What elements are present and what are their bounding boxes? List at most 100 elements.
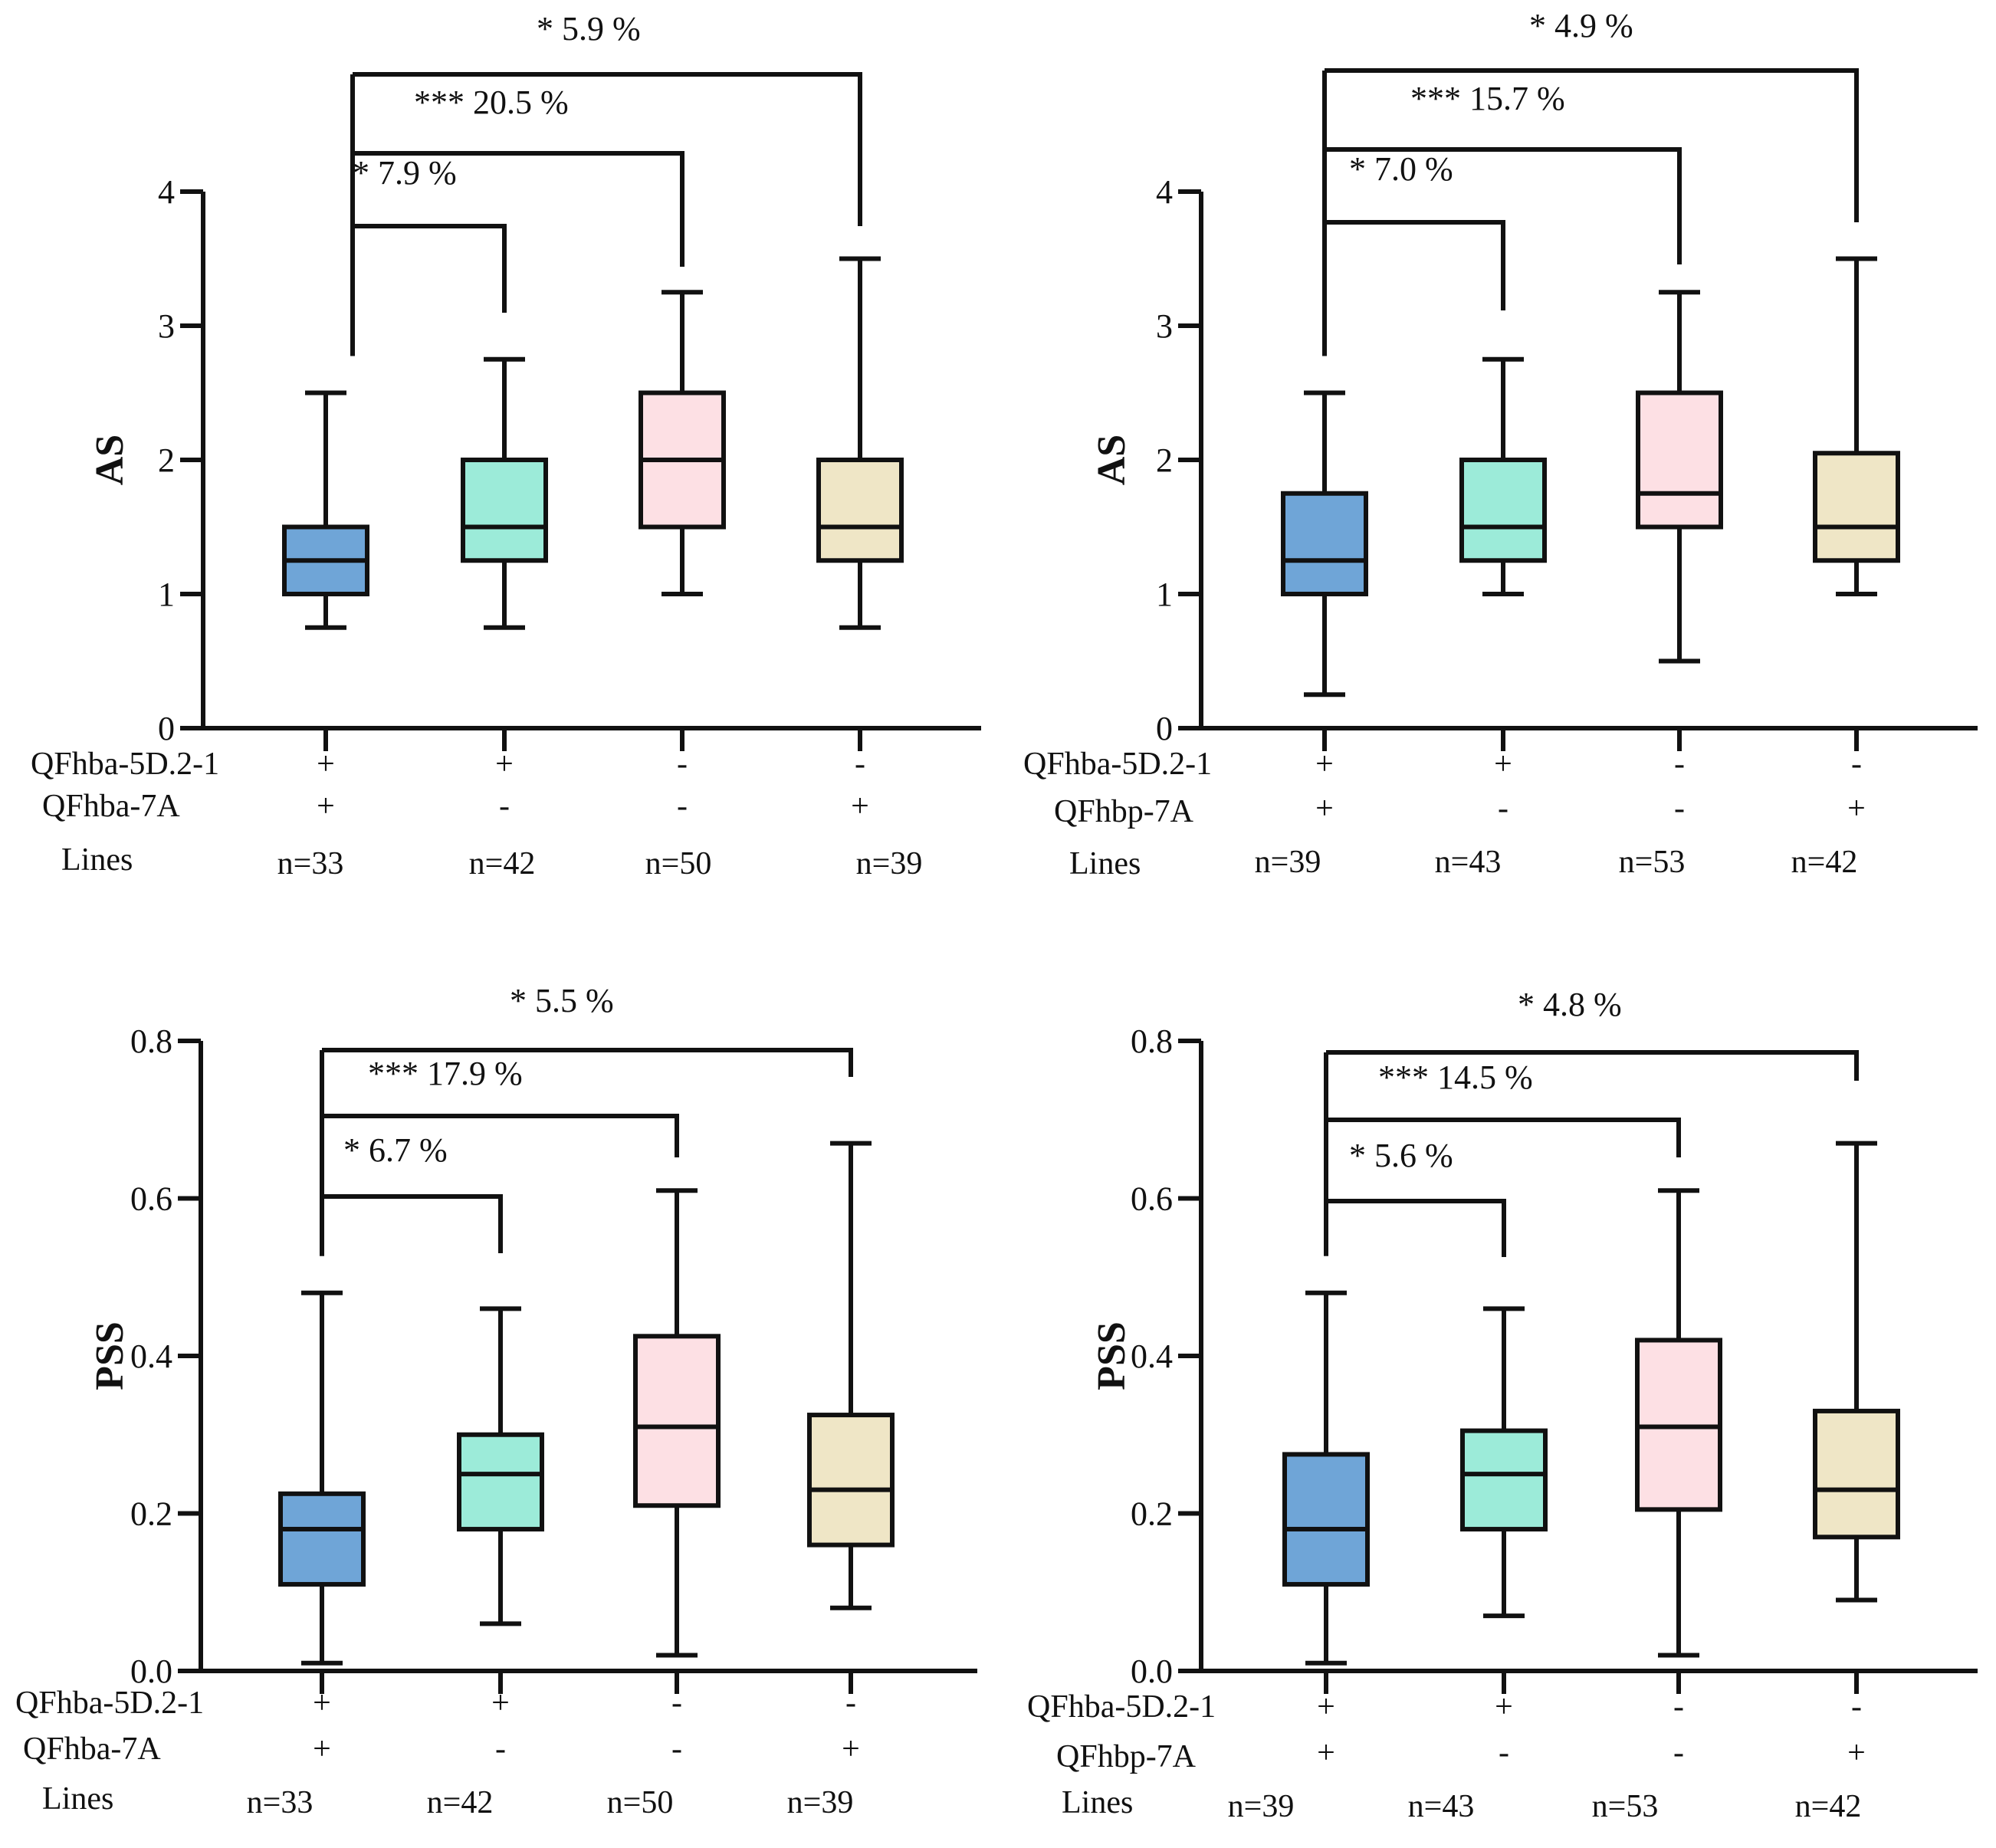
iqr-box bbox=[1460, 1428, 1548, 1532]
y-tick-label: 0.4 bbox=[1131, 1338, 1173, 1375]
chart-panel-bl: 0.0 0.2 0.4 0.6 0.8 PSS * 6.7 % *** 17.9 % * 5.5… bbox=[15, 982, 977, 1820]
row-label: Lines bbox=[1062, 1785, 1133, 1820]
significance-label: * 5.5 % bbox=[510, 982, 614, 1019]
genotype-marker: + bbox=[1317, 1735, 1335, 1771]
row-label: QFhba-5D.2-1 bbox=[31, 747, 219, 782]
iqr-box bbox=[633, 1334, 721, 1508]
y-tick-label: 2 bbox=[1156, 441, 1173, 479]
y-tick-label: 1 bbox=[158, 576, 175, 613]
iqr-box bbox=[461, 458, 548, 563]
y-tick-label: 3 bbox=[158, 307, 175, 345]
row-label: Lines bbox=[61, 842, 133, 878]
sample-count: n=53 bbox=[1619, 845, 1686, 880]
genotype-marker: + bbox=[1315, 791, 1334, 826]
row-label: QFhbp-7A bbox=[1056, 1739, 1197, 1774]
iqr-box bbox=[1282, 1452, 1370, 1587]
genotype-marker: - bbox=[1851, 1689, 1862, 1725]
sample-count: n=33 bbox=[277, 846, 344, 881]
y-axis-label: PSS bbox=[88, 1321, 132, 1390]
row-label: QFhba-5D.2-1 bbox=[1027, 1689, 1216, 1725]
box-group-3 bbox=[1636, 290, 1723, 664]
box-group-2 bbox=[461, 356, 548, 630]
genotype-marker: - bbox=[845, 1686, 856, 1721]
box-group-2 bbox=[1459, 356, 1547, 596]
sample-count: n=42 bbox=[469, 846, 536, 881]
genotype-marker: - bbox=[1673, 1689, 1684, 1725]
y-tick-label: 0.0 bbox=[1131, 1653, 1173, 1690]
box-group-1 bbox=[278, 1290, 366, 1666]
genotype-marker: - bbox=[677, 747, 688, 782]
sample-count: n=39 bbox=[787, 1785, 854, 1820]
genotype-marker: + bbox=[842, 1731, 860, 1767]
significance-bracket bbox=[1325, 68, 1859, 222]
sample-count: n=42 bbox=[427, 1785, 494, 1820]
genotype-marker: - bbox=[495, 1731, 506, 1767]
sample-count: n=50 bbox=[607, 1785, 674, 1820]
genotype-marker: + bbox=[313, 1731, 331, 1767]
box-group-3 bbox=[639, 290, 726, 596]
row-label: Lines bbox=[1069, 846, 1141, 881]
box-group-2 bbox=[457, 1306, 544, 1626]
box-group-1 bbox=[282, 390, 369, 630]
genotype-marker: - bbox=[1674, 747, 1685, 782]
significance-label: * 5.6 % bbox=[1349, 1137, 1453, 1174]
chart-panel-tr: 0 1 2 3 4 AS * 7.0 % *** 15.7 % * 4.9 % QFhba-5D.… bbox=[1023, 7, 1978, 881]
y-tick-label: 0.4 bbox=[130, 1338, 172, 1375]
y-tick-label: 0.0 bbox=[130, 1653, 172, 1690]
box-group-1 bbox=[1282, 1290, 1370, 1666]
significance-label: *** 17.9 % bbox=[368, 1055, 523, 1092]
row-label: QFhbp-7A bbox=[1054, 794, 1194, 829]
genotype-marker: - bbox=[1674, 791, 1685, 826]
box-group-4 bbox=[1813, 1141, 1900, 1603]
box-group-1 bbox=[1281, 390, 1368, 698]
sample-count: n=39 bbox=[1255, 845, 1321, 880]
genotype-marker: + bbox=[317, 789, 335, 824]
y-tick-label: 0 bbox=[1156, 710, 1173, 747]
box-group-4 bbox=[816, 256, 904, 630]
genotype-marker: - bbox=[671, 1731, 682, 1767]
sample-count: n=50 bbox=[645, 846, 712, 881]
box-group-2 bbox=[1460, 1306, 1548, 1619]
y-tick-label: 0.6 bbox=[130, 1180, 172, 1218]
genotype-marker: - bbox=[855, 747, 865, 782]
sample-count: n=53 bbox=[1592, 1789, 1659, 1824]
y-tick-label: 0 bbox=[158, 710, 175, 747]
sample-count: n=33 bbox=[247, 1785, 314, 1820]
significance-bracket bbox=[353, 224, 507, 313]
y-tick-label: 2 bbox=[158, 441, 175, 479]
significance-bracket bbox=[1326, 1118, 1681, 1157]
iqr-box bbox=[278, 1491, 366, 1587]
box-group-4 bbox=[1813, 256, 1900, 596]
y-tick-label: 4 bbox=[1156, 173, 1173, 211]
significance-bracket bbox=[322, 1194, 503, 1253]
significance-bracket bbox=[1326, 1050, 1859, 1081]
significance-label: *** 15.7 % bbox=[1410, 80, 1565, 117]
significance-label: * 6.7 % bbox=[343, 1131, 448, 1169]
row-label: QFhba-7A bbox=[23, 1731, 161, 1767]
genotype-marker: + bbox=[317, 747, 335, 782]
y-tick-label: 4 bbox=[158, 173, 175, 211]
iqr-box bbox=[1459, 458, 1547, 563]
significance-label: *** 14.5 % bbox=[1378, 1059, 1533, 1096]
box-group-3 bbox=[1635, 1188, 1722, 1658]
genotype-marker: - bbox=[677, 789, 688, 824]
significance-label: * 4.8 % bbox=[1518, 986, 1622, 1023]
genotype-marker: + bbox=[1494, 747, 1512, 782]
sample-count: n=42 bbox=[1791, 845, 1858, 880]
genotype-marker: - bbox=[1499, 1735, 1509, 1771]
row-label: Lines bbox=[42, 1781, 113, 1817]
significance-bracket bbox=[1325, 147, 1682, 264]
y-tick-label: 0.2 bbox=[1131, 1495, 1173, 1533]
iqr-box bbox=[1813, 451, 1900, 563]
iqr-box bbox=[457, 1432, 544, 1532]
genotype-marker: - bbox=[1498, 791, 1508, 826]
y-axis-label: AS bbox=[88, 435, 132, 485]
genotype-marker: + bbox=[851, 789, 869, 824]
iqr-box bbox=[1813, 1408, 1900, 1540]
significance-bracket bbox=[353, 151, 684, 267]
chart-panel-tl: 0 1 2 3 4 AS * 7.9 % *** 20.5 % * 5.9 % QFhba-5D.… bbox=[31, 10, 981, 881]
iqr-box bbox=[807, 1413, 895, 1548]
y-tick-label: 0.2 bbox=[130, 1495, 172, 1533]
sample-count: n=43 bbox=[1408, 1789, 1475, 1824]
